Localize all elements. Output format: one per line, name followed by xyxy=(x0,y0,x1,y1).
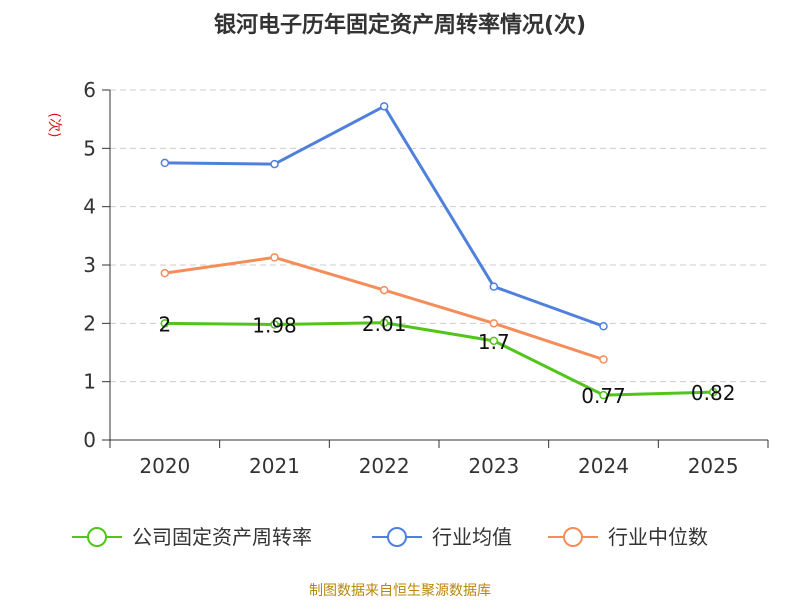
legend-swatch-marker xyxy=(387,527,407,547)
x-tick-label: 2020 xyxy=(139,454,190,478)
data-point[interactable] xyxy=(489,336,499,346)
series-points xyxy=(160,102,718,400)
y-tick-label: 6 xyxy=(83,78,96,102)
series-line-2 xyxy=(164,255,604,361)
data-label: 1.98 xyxy=(252,314,297,338)
data-point[interactable] xyxy=(270,320,279,329)
y-tick-label: 5 xyxy=(83,136,96,160)
y-tick-label: 4 xyxy=(83,195,96,219)
legend-swatch-marker xyxy=(87,527,107,547)
data-point[interactable] xyxy=(708,387,718,397)
series-lines xyxy=(164,104,714,397)
legend-item-industry-median[interactable]: 行业中位数 xyxy=(548,525,708,549)
legend-label: 行业中位数 xyxy=(608,525,708,549)
data-labels: 2 1.98 2.01 1.7 0.77 0.82 xyxy=(158,312,735,408)
legend-item-industry-mean[interactable]: 行业均值 xyxy=(372,525,512,549)
y-axis-label: (次) xyxy=(46,113,62,138)
data-point[interactable] xyxy=(160,319,170,328)
x-tick-labels: 2020 2021 2022 2023 2024 2025 xyxy=(139,454,738,478)
data-point[interactable] xyxy=(160,158,170,168)
chart-title: 银河电子历年固定资产周转率情况(次) xyxy=(214,12,586,38)
legend-item-company[interactable]: 公司固定资产周转率 xyxy=(72,525,312,549)
data-point[interactable] xyxy=(489,319,499,328)
data-label: 2.01 xyxy=(362,312,407,336)
x-tick-label: 2024 xyxy=(578,454,629,478)
data-point[interactable] xyxy=(599,355,608,364)
x-tick-label: 2021 xyxy=(249,454,300,478)
gridlines xyxy=(110,89,768,383)
y-tick-labels: 0 1 2 3 4 5 6 xyxy=(83,78,96,452)
legend: 公司固定资产周转率 行业均值 行业中位数 xyxy=(72,525,708,549)
y-tick-label: 0 xyxy=(83,428,96,452)
data-point[interactable] xyxy=(599,322,608,331)
data-label: 0.82 xyxy=(691,381,736,405)
source-note: 制图数据来自恒生聚源数据库 xyxy=(309,583,491,599)
data-label: 2 xyxy=(158,312,171,336)
y-tick-label: 2 xyxy=(83,311,96,335)
data-point[interactable] xyxy=(270,253,279,262)
data-point[interactable] xyxy=(379,285,389,295)
data-label: 1.7 xyxy=(478,330,510,354)
legend-label: 行业均值 xyxy=(432,525,512,549)
legend-label: 公司固定资产周转率 xyxy=(132,525,312,549)
data-point[interactable] xyxy=(599,390,608,400)
y-tick-label: 3 xyxy=(83,253,96,277)
data-point[interactable] xyxy=(379,318,389,327)
x-tick-label: 2025 xyxy=(688,454,739,478)
data-point[interactable] xyxy=(270,159,279,169)
x-tick-label: 2023 xyxy=(468,454,519,478)
data-point[interactable] xyxy=(379,102,389,111)
y-tick-label: 1 xyxy=(83,370,96,394)
legend-swatch-marker xyxy=(563,527,583,547)
data-point[interactable] xyxy=(489,282,499,291)
series-line-0 xyxy=(164,321,714,397)
x-tick-label: 2022 xyxy=(359,454,410,478)
data-point[interactable] xyxy=(160,268,170,278)
data-label: 0.77 xyxy=(581,384,626,408)
axes xyxy=(102,89,769,448)
